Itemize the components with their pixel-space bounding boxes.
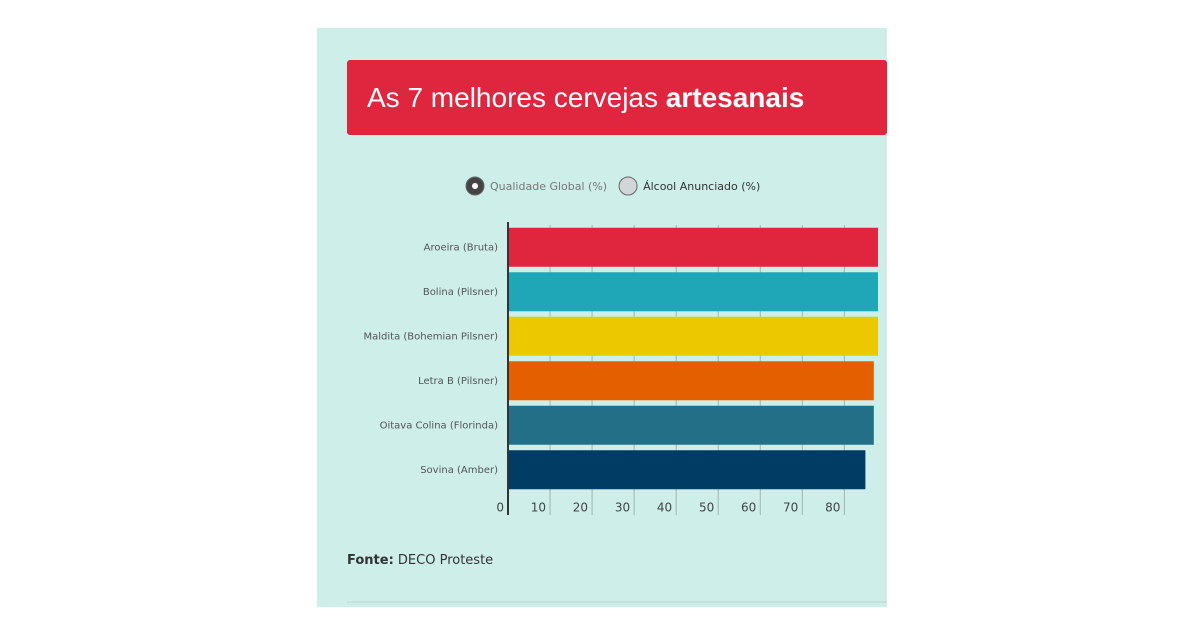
x-tick-label: 20 bbox=[573, 501, 588, 515]
bar bbox=[508, 405, 874, 445]
bar bbox=[508, 361, 874, 401]
chart-title: As 7 melhores cervejas artesanais bbox=[367, 82, 804, 113]
x-tick-label: 80 bbox=[825, 501, 840, 515]
source-text: DECO Proteste bbox=[398, 553, 493, 568]
title-bold: artesanais bbox=[666, 82, 805, 113]
radio-dot bbox=[472, 183, 478, 189]
y-tick-label: Aroeira (Bruta) bbox=[424, 242, 498, 253]
x-tick-label: 40 bbox=[657, 501, 672, 515]
source: Fonte: DECO Proteste bbox=[347, 553, 493, 568]
y-tick-label: Maldita (Bohemian Pilsner) bbox=[363, 331, 498, 342]
bar bbox=[508, 272, 878, 312]
x-tick-label: 50 bbox=[699, 501, 714, 515]
y-tick-label: Sovina (Amber) bbox=[420, 465, 498, 476]
option-label[interactable]: Álcool Anunciado (%) bbox=[643, 180, 760, 193]
bar bbox=[508, 450, 866, 490]
x-tick-label: 30 bbox=[615, 501, 630, 515]
y-tick-label: Bolina (Pilsner) bbox=[423, 287, 498, 298]
x-tick-label: 0 bbox=[496, 501, 504, 515]
bar bbox=[508, 316, 878, 356]
x-tick-label: 10 bbox=[531, 501, 546, 515]
y-tick-label: Oitava Colina (Florinda) bbox=[380, 420, 498, 431]
source-label: Fonte: bbox=[347, 553, 394, 568]
title-text: As 7 melhores cervejas bbox=[367, 82, 658, 113]
x-tick-label: 60 bbox=[741, 501, 756, 515]
title-box bbox=[347, 60, 887, 135]
option-label[interactable]: Qualidade Global (%) bbox=[490, 180, 607, 193]
bar bbox=[508, 227, 878, 267]
y-tick-label: Letra B (Pilsner) bbox=[418, 376, 498, 387]
x-tick-label: 70 bbox=[783, 501, 798, 515]
radio[interactable] bbox=[618, 176, 638, 196]
